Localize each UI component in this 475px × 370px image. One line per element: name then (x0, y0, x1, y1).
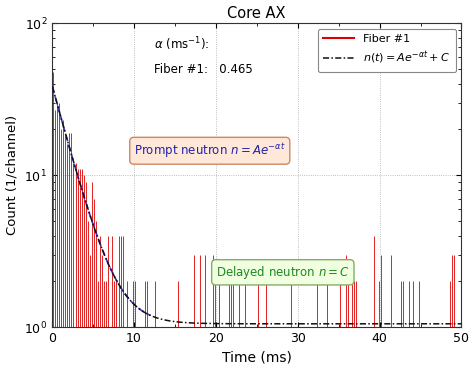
Title: Core AX: Core AX (228, 6, 286, 21)
X-axis label: Time (ms): Time (ms) (222, 350, 292, 364)
Text: $\alpha$ (ms$^{-1}$):: $\alpha$ (ms$^{-1}$): (154, 35, 210, 53)
Y-axis label: Count (1/channel): Count (1/channel) (6, 115, 19, 235)
Text: Prompt neutron $n=Ae^{-\alpha t}$: Prompt neutron $n=Ae^{-\alpha t}$ (134, 141, 285, 160)
Text: Fiber #1:   0.465: Fiber #1: 0.465 (154, 63, 253, 75)
Text: Delayed neutron $n=C$: Delayed neutron $n=C$ (216, 264, 350, 281)
Legend: Fiber #1, $n(t)=Ae^{-\alpha t}+C$: Fiber #1, $n(t)=Ae^{-\alpha t}+C$ (318, 28, 456, 72)
